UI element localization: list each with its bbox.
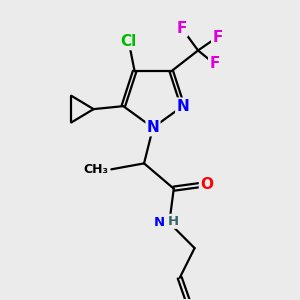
Text: H: H [168, 215, 179, 228]
Text: F: F [176, 21, 187, 36]
Text: F: F [209, 56, 220, 71]
Text: N: N [147, 120, 159, 135]
Text: CH₃: CH₃ [83, 163, 108, 176]
Text: N: N [153, 216, 164, 229]
Text: O: O [200, 177, 213, 192]
Text: Cl: Cl [121, 34, 137, 49]
Text: N: N [176, 99, 189, 114]
Text: F: F [212, 30, 223, 45]
